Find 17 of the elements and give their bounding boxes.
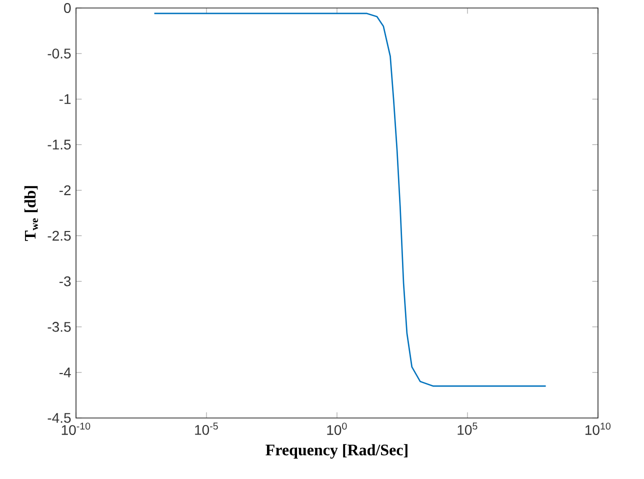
y-tick-label: -4 (59, 368, 71, 378)
y-tick-label: -3.5 (48, 322, 71, 332)
y-tick-label: -1.5 (48, 140, 71, 150)
y-tick-label: -1 (59, 94, 71, 104)
x-axis-title: Frequency [Rad/Sec] (266, 444, 408, 459)
y-tick-label: -0.5 (48, 48, 71, 59)
y-tick-label: -4.5 (48, 413, 71, 423)
y-tick-label: -3 (59, 276, 71, 286)
y-tick-label: -2 (59, 185, 71, 196)
x-tick-label: 10$^{-5}$ (195, 422, 218, 435)
y-tick-label: -2.5 (48, 230, 71, 241)
x-tick-label: 10$^{0}$ (327, 422, 347, 435)
x-tick-label: 10$^{5}$ (458, 422, 478, 435)
y-tick-label: 0 (64, 3, 71, 13)
x-tick-label: 10$^{10}$ (585, 422, 611, 435)
y-axis-title: T$_{we}$ [db] (24, 186, 38, 241)
x-tick-label: 10$^{-10}$ (62, 422, 90, 435)
